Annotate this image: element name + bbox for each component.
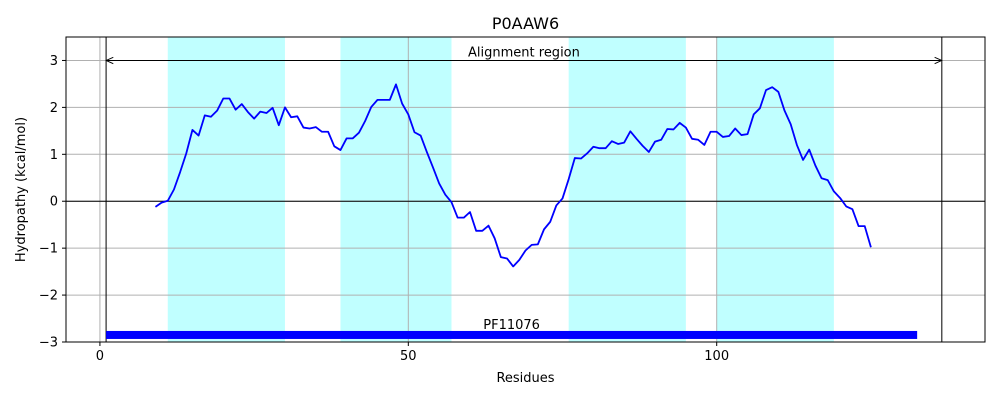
y-tick-label: 0 <box>50 195 58 210</box>
transmembrane-region <box>568 37 686 342</box>
y-tick-label: 3 <box>50 54 58 69</box>
y-tick-label: −3 <box>39 336 58 351</box>
x-tick-label: 100 <box>704 349 729 364</box>
pfam-domain-bar <box>106 330 918 339</box>
y-axis-label: Hydropathy (kcal/mol) <box>14 117 29 262</box>
y-tick-label: 2 <box>50 101 58 116</box>
y-tick-label: −2 <box>39 289 58 304</box>
transmembrane-region <box>167 37 285 342</box>
hydropathy-line <box>154 83 872 268</box>
alignment-region-label: Alignment region <box>468 45 580 60</box>
transmembrane-region <box>716 37 834 342</box>
x-tick-label: 0 <box>96 349 104 364</box>
transmembrane-region <box>340 37 452 342</box>
x-tick-label: 50 <box>400 349 417 364</box>
plot-frame <box>65 36 986 343</box>
x-axis-label: Residues <box>496 371 554 386</box>
y-tick-label: −1 <box>39 242 58 257</box>
y-tick-label: 1 <box>50 148 58 163</box>
pfam-domain-label: PF11076 <box>483 318 540 333</box>
chart-title: P0AAW6 <box>492 14 559 33</box>
